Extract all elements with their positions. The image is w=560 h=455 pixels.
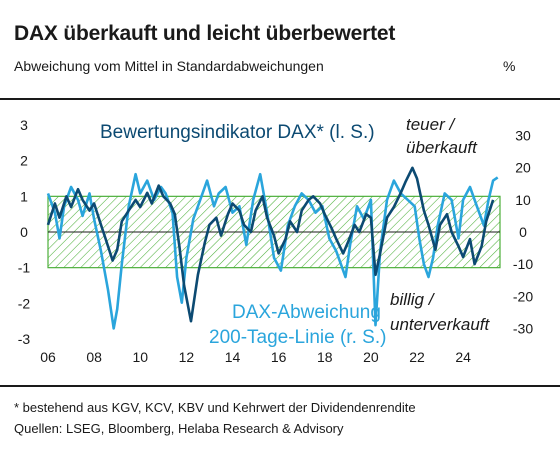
x-tick-label: 14 — [225, 349, 241, 365]
y-right-tick-label: 30 — [515, 128, 531, 144]
series-line-valuation — [46, 166, 495, 323]
y-left-tick-label: 1 — [20, 188, 28, 204]
legend-light-series-line1: DAX-Abweichung — [232, 302, 381, 323]
legend-light-series-line2: 200-Tage-Linie (r. S.) — [209, 327, 386, 348]
annotation-bottom-2: unterverkauft — [390, 315, 490, 334]
y-right-tick-label: 20 — [515, 160, 531, 176]
right-axis-unit: % — [503, 58, 516, 74]
page-title: DAX überkauft und leicht überbewertet — [14, 22, 396, 45]
x-tick-label: 22 — [409, 349, 425, 365]
x-tick-label: 24 — [455, 349, 471, 365]
y-left-tick-label: -3 — [18, 331, 31, 347]
bottom-divider — [0, 385, 560, 387]
y-right-tick-label: 0 — [519, 224, 527, 240]
y-right-tick-label: -20 — [513, 288, 533, 304]
annotation-top-1: teuer / — [406, 115, 456, 134]
series-line-200d-deviation — [46, 172, 499, 330]
y-left-tick-label: -2 — [18, 295, 31, 311]
x-tick-label: 10 — [132, 349, 148, 365]
x-tick-label: 12 — [179, 349, 195, 365]
legend-dark-series: Bewertungsindikator DAX* (l. S.) — [100, 122, 375, 143]
x-tick-label: 18 — [317, 349, 333, 365]
x-tick-label: 06 — [40, 349, 56, 365]
y-left-tick-label: 0 — [20, 224, 28, 240]
top-divider — [0, 98, 560, 100]
y-left-tick-label: 2 — [20, 153, 28, 169]
annotation-top-2: überkauft — [406, 138, 478, 157]
sources: Quellen: LSEG, Bloomberg, Helaba Researc… — [14, 421, 344, 436]
x-tick-label: 20 — [363, 349, 379, 365]
y-right-tick-label: -30 — [513, 320, 533, 336]
chart-subtitle: Abweichung vom Mittel in Standardabweich… — [14, 58, 324, 74]
x-tick-label: 08 — [86, 349, 102, 365]
footnote: * bestehend aus KGV, KCV, KBV und Kehrwe… — [14, 400, 416, 415]
annotation-bottom-1: billig / — [390, 290, 436, 309]
y-right-tick-label: 10 — [515, 192, 531, 208]
y-left-tick-label: 3 — [20, 117, 28, 133]
y-left-tick-label: -1 — [18, 260, 31, 276]
y-right-tick-label: -10 — [513, 256, 533, 272]
x-tick-label: 16 — [271, 349, 287, 365]
